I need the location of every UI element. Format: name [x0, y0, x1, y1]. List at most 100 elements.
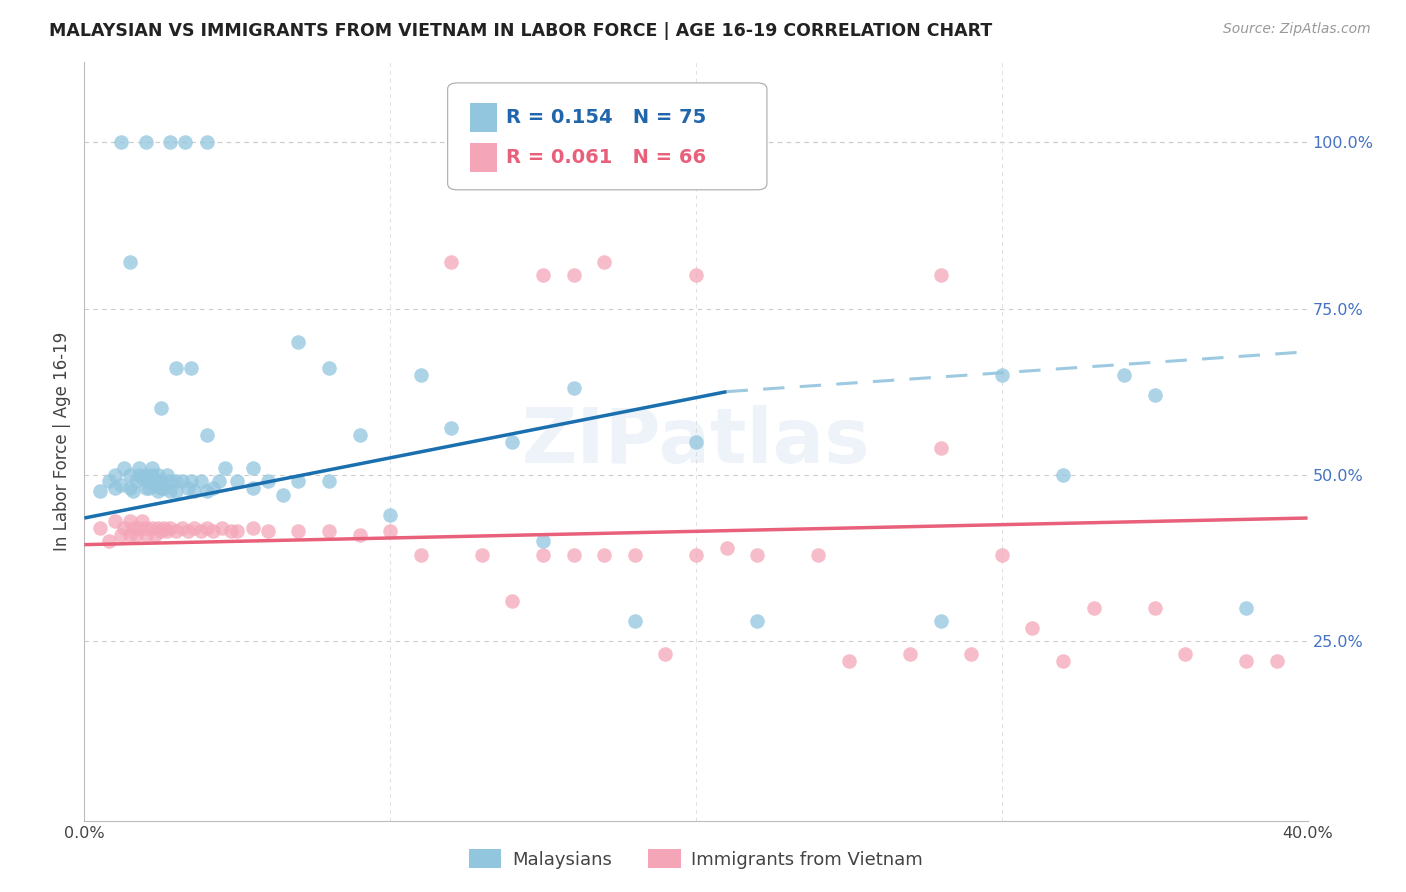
Point [125, 527, 148, 541]
Point [159, 135, 181, 149]
Point [135, 135, 157, 149]
Point [174, 135, 197, 149]
Point [122, 484, 145, 499]
Point [219, 524, 242, 539]
Point [180, 475, 202, 489]
Point [120, 481, 142, 495]
FancyBboxPatch shape [470, 103, 496, 132]
Point [143, 527, 166, 541]
Point [654, 648, 676, 662]
Point [502, 594, 524, 608]
Point [257, 475, 280, 489]
Point [960, 648, 983, 662]
Point [153, 481, 176, 495]
Point [1236, 600, 1258, 615]
Point [112, 521, 135, 535]
Text: ZIPatlas: ZIPatlas [522, 405, 870, 478]
Point [380, 524, 402, 539]
Point [149, 475, 172, 489]
Point [201, 481, 224, 495]
Point [593, 255, 616, 269]
Point [141, 521, 163, 535]
Point [991, 548, 1014, 562]
Point [165, 475, 187, 489]
Point [409, 368, 432, 382]
Point [349, 527, 371, 541]
Point [135, 467, 157, 482]
Point [898, 648, 921, 662]
Point [1143, 600, 1166, 615]
Point [242, 521, 264, 535]
Point [624, 614, 647, 628]
Point [131, 471, 153, 485]
Point [716, 541, 738, 555]
Point [242, 461, 264, 475]
Point [211, 521, 233, 535]
Point [562, 381, 585, 395]
Point [110, 527, 132, 541]
Point [177, 524, 200, 539]
Point [287, 334, 309, 349]
Point [257, 524, 280, 539]
Point [1265, 654, 1288, 668]
Point [183, 521, 205, 535]
Point [177, 481, 200, 495]
Point [180, 361, 202, 376]
Point [531, 548, 554, 562]
Point [195, 135, 218, 149]
Point [89, 521, 111, 535]
Point [110, 135, 132, 149]
Point [138, 475, 160, 489]
Point [747, 614, 769, 628]
Point [685, 434, 707, 449]
Point [128, 461, 150, 475]
Point [1236, 654, 1258, 668]
Point [1052, 467, 1074, 482]
Point [159, 484, 181, 499]
Point [128, 467, 150, 482]
Point [562, 268, 585, 283]
Point [104, 481, 127, 495]
Point [195, 521, 218, 535]
Point [138, 481, 160, 495]
FancyBboxPatch shape [447, 83, 766, 190]
Point [380, 508, 402, 522]
Point [1052, 654, 1074, 668]
Point [110, 477, 132, 491]
Point [271, 488, 294, 502]
Point [156, 467, 179, 482]
Point [143, 475, 166, 489]
Point [190, 524, 212, 539]
Point [146, 484, 169, 499]
FancyBboxPatch shape [470, 143, 496, 171]
Point [562, 548, 585, 562]
Point [195, 484, 218, 499]
Point [135, 481, 157, 495]
Point [929, 268, 952, 283]
Point [165, 524, 187, 539]
Point [502, 434, 524, 449]
Point [1021, 621, 1043, 635]
Point [318, 361, 340, 376]
Text: R = 0.061   N = 66: R = 0.061 N = 66 [506, 148, 706, 167]
Point [531, 534, 554, 549]
Point [1143, 388, 1166, 402]
Point [159, 475, 181, 489]
Point [149, 481, 172, 495]
Point [440, 421, 463, 435]
Point [195, 428, 218, 442]
Point [1083, 600, 1105, 615]
Point [120, 255, 142, 269]
Point [149, 524, 172, 539]
Y-axis label: In Labor Force | Age 16-19: In Labor Force | Age 16-19 [53, 332, 72, 551]
Point [141, 461, 163, 475]
Point [135, 527, 157, 541]
Point [165, 484, 187, 499]
Point [685, 268, 707, 283]
Point [349, 428, 371, 442]
Point [807, 548, 830, 562]
Point [440, 255, 463, 269]
Point [120, 467, 142, 482]
Point [190, 475, 212, 489]
Text: Source: ZipAtlas.com: Source: ZipAtlas.com [1223, 22, 1371, 37]
